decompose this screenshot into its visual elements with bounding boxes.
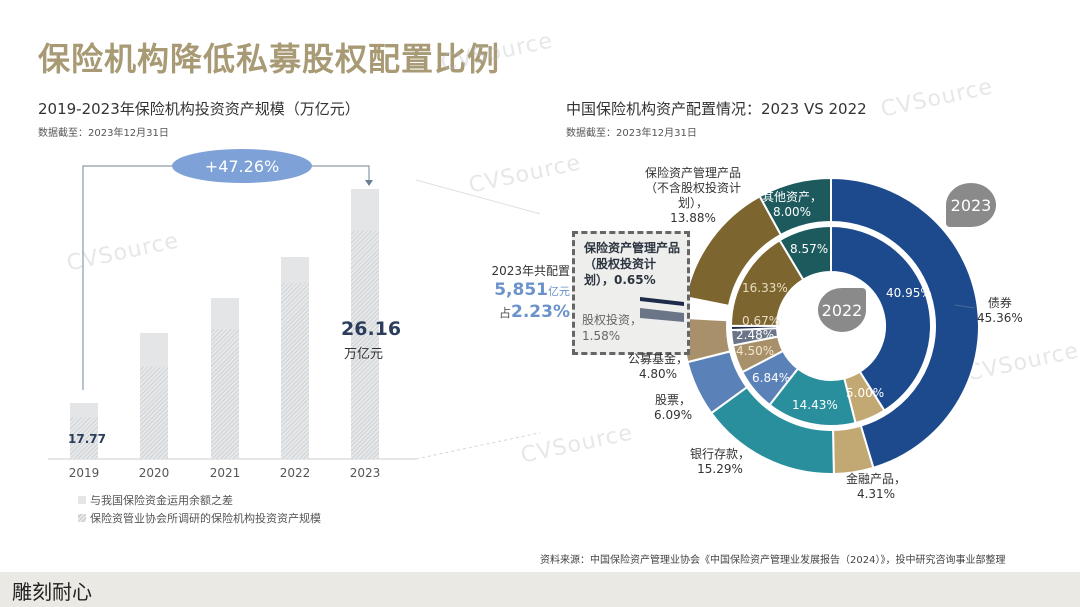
x-tick-2022: 2022	[279, 466, 311, 480]
badge-2022: 2022	[818, 288, 866, 332]
donut-slice	[758, 176, 832, 237]
label-stocks-2022: 6.84%	[752, 371, 791, 385]
left-chart-title: 2019-2023年保险机构投资资产规模（万亿元）	[38, 100, 360, 118]
label-fin-2022: 5.00%	[846, 386, 885, 400]
x-tick-2021: 2021	[209, 466, 241, 480]
page-title: 保险机构降低私募股权配置比例	[38, 40, 501, 78]
bar-2021	[211, 298, 239, 459]
callout-share-value: 2.23%	[511, 302, 570, 322]
label-financial-products: 金融产品， 4.31%	[846, 472, 907, 501]
label-stocks: 股票， 6.09%	[654, 393, 693, 422]
right-chart-note: 数据截至：2023年12月31日	[566, 128, 697, 139]
legend-item-surveyed: 保险资管业协会所调研的保险机构投资资产规模	[78, 510, 321, 526]
footer-bar	[0, 572, 1080, 607]
callout-amount-unit: 亿元	[548, 285, 570, 298]
bar-2023	[351, 189, 379, 459]
source-note: 资料来源：中国保险资产管理业协会《中国保险资产管理业发展报告（2024）》，投中…	[540, 555, 1006, 566]
label-bond-2022: 40.95%	[886, 286, 932, 300]
label-deposit-2022: 14.43%	[792, 398, 838, 412]
value-2023-unit: 万亿元	[344, 347, 384, 362]
callout-share: 占2.23%	[480, 302, 570, 322]
value-2019: 17.77	[68, 432, 106, 446]
legend-swatch-solid	[78, 496, 86, 504]
label-public-funds: 公募基金， 4.80%	[628, 352, 689, 381]
bar-2019	[70, 403, 98, 459]
donut-slice	[830, 176, 980, 470]
equity-invest-label: 股权投资， 1.58%	[582, 312, 642, 344]
label-funds-2022: 4.50%	[736, 344, 775, 358]
value-2023: 26.16	[341, 318, 402, 340]
x-tick-2023: 2023	[349, 466, 381, 480]
equity-invest-value: 1.58%	[582, 329, 621, 343]
donut-slice	[778, 224, 832, 282]
label-bond: 债券 45.36%	[977, 296, 1023, 325]
equity-plan-label: 保险资产管理产品（股权投资计划），0.65%	[584, 241, 681, 287]
label-bank-deposit: 银行存款， 15.29%	[690, 447, 751, 476]
callout-amount-value: 5,851	[494, 280, 548, 300]
left-chart-note: 数据截至：2023年12月31日	[38, 128, 169, 139]
label-am-2022: 16.33%	[742, 281, 788, 295]
legend-label: 保险资管业协会所调研的保险机构投资资产规模	[90, 512, 321, 525]
label-insurance-am-products: 保险资产管理产品（不含股权投资计划）， 13.88%	[644, 166, 741, 225]
legend-swatch-hatched	[78, 514, 86, 522]
equity-detail-box	[572, 231, 690, 355]
growth-pill: +47.26%	[172, 149, 312, 183]
callout-share-prefix: 占	[499, 306, 512, 320]
x-tick-2020: 2020	[138, 466, 170, 480]
x-tick-2019: 2019	[68, 466, 100, 480]
footer-logo: 雕刻耐心	[12, 580, 92, 604]
label-am-equity-2022: 0.67%	[742, 314, 781, 328]
legend-item-difference: 与我国保险资金运用余额之差	[78, 492, 233, 508]
bar-2022	[281, 257, 309, 459]
right-chart-title: 中国保险机构资产配置情况：2023 VS 2022	[566, 100, 867, 118]
bar-2020	[140, 333, 168, 459]
label-other-assets-2023: 其他资产， 8.00%	[762, 190, 823, 219]
label-equity-2022: 2.48%	[736, 328, 775, 342]
badge-2023: 2023	[946, 183, 996, 227]
equity-invest-text: 股权投资，	[582, 313, 643, 327]
label-other-2022: 8.57%	[790, 242, 829, 256]
legend-label: 与我国保险资金运用余额之差	[90, 494, 233, 507]
donut-slice	[830, 224, 932, 412]
callout-amount: 5,851亿元	[480, 280, 570, 300]
callout-year-label: 2023年共配置	[491, 264, 570, 278]
